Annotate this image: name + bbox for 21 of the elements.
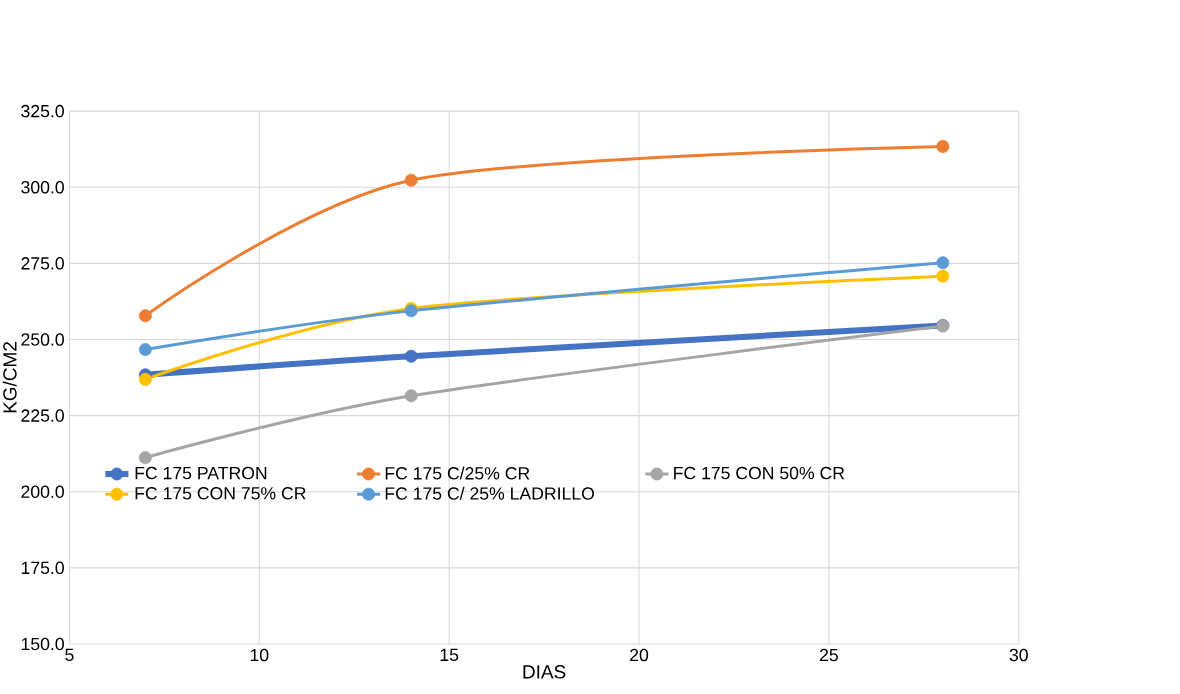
y-tick-label: 275.0: [21, 257, 64, 270]
legend-label: FC 175 CON 75% CR: [135, 487, 306, 500]
x-axis-title: DIAS: [523, 665, 566, 679]
y-tick-label: 225.0: [21, 409, 64, 422]
y-tick-label: 300.0: [21, 180, 64, 194]
y-tick-label: 250.0: [21, 333, 64, 346]
x-tick-label: 30: [1009, 648, 1028, 662]
y-tick-label: 200.0: [21, 485, 64, 498]
y-axis-title: KG/CM2: [2, 342, 17, 413]
y-tick-label: 150.0: [21, 637, 64, 651]
legend-label: FC 175 PATRON: [135, 466, 267, 480]
x-tick-label: 10: [250, 648, 269, 662]
x-tick-label: 25: [819, 648, 838, 662]
legend-label: FC 175 CON 50% CR: [674, 466, 845, 480]
x-tick-label: 20: [630, 648, 649, 662]
x-tick-label: 5: [65, 648, 74, 662]
y-tick-label: 175.0: [21, 561, 64, 575]
legend-label: FC 175 C/25% CR: [385, 466, 530, 480]
legend-label: FC 175 C/ 25% LADRILLO: [385, 486, 594, 500]
y-tick-label: 325.0: [21, 104, 64, 118]
x-tick-label: 15: [440, 648, 459, 662]
